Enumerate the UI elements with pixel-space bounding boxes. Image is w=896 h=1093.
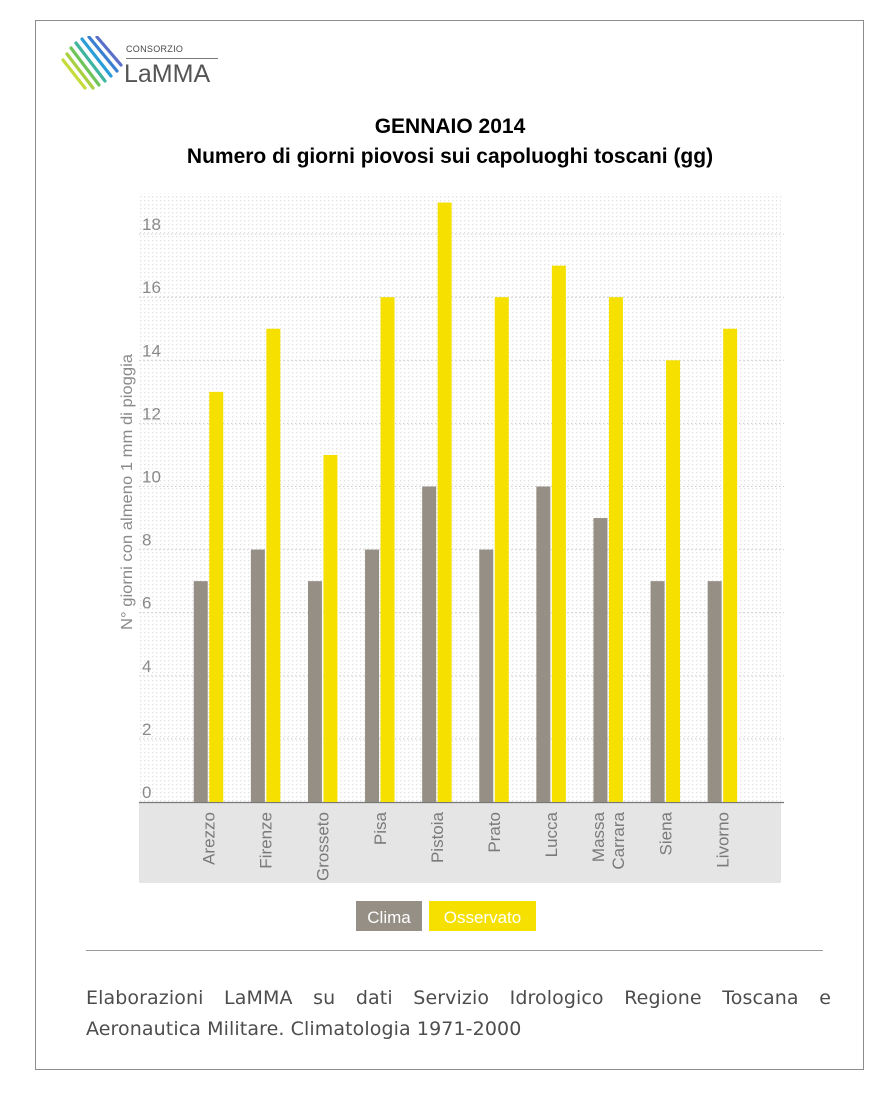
x-tick-label: Arezzo xyxy=(200,812,219,865)
y-tick-label: 8 xyxy=(142,531,151,550)
bar-osservato xyxy=(666,360,681,802)
bar-osservato xyxy=(323,454,338,802)
lamma-logo-icon xyxy=(61,36,123,90)
category-band xyxy=(139,803,781,883)
x-tick-label: Siena xyxy=(656,811,675,855)
bar-clima xyxy=(479,549,494,802)
bar-osservato xyxy=(494,297,509,802)
bar-clima xyxy=(193,581,208,802)
y-axis-label: N° giorni con almeno 1 mm di pioggia xyxy=(119,354,136,630)
bar-clima xyxy=(650,581,665,802)
logo-divider xyxy=(126,58,218,59)
legend-swatch-osservato xyxy=(429,901,536,931)
legend-label-clima: Clima xyxy=(367,908,411,927)
bar-clima xyxy=(365,549,380,802)
bar-clima xyxy=(593,518,608,802)
footer-divider xyxy=(86,950,823,951)
x-tick-label: Lucca xyxy=(542,811,561,857)
legend-label-osservato: Osservato xyxy=(444,908,521,927)
bar-clima xyxy=(250,549,265,802)
y-tick-label: 0 xyxy=(142,783,151,802)
bar-osservato xyxy=(209,391,224,802)
x-tick-label: MassaCarrara xyxy=(589,811,628,869)
bar-osservato xyxy=(437,202,452,803)
x-tick-label: Prato xyxy=(485,812,504,853)
bar-osservato xyxy=(608,297,623,802)
bar-clima xyxy=(307,581,322,802)
y-tick-label: 10 xyxy=(142,468,161,487)
bar-osservato xyxy=(723,328,738,802)
x-tick-label: Firenze xyxy=(257,812,276,869)
chart-title: GENNAIO 2014 xyxy=(374,115,526,138)
logo-consorzio-text: CONSORZIO xyxy=(126,44,184,54)
bar-clima xyxy=(422,486,437,802)
y-tick-label: 4 xyxy=(142,657,151,676)
legend: Clima Osservato xyxy=(356,901,536,931)
y-tick-label: 18 xyxy=(142,215,161,234)
y-tick-label: 14 xyxy=(142,341,161,360)
chart-subtitle: Numero di giorni piovosi sui capoluoghi … xyxy=(186,145,714,168)
bar-osservato xyxy=(266,328,281,802)
y-tick-label: 12 xyxy=(142,404,161,423)
bar-osservato xyxy=(380,297,395,802)
x-tick-label: Pisa xyxy=(371,811,390,845)
y-tick-label: 6 xyxy=(142,594,151,613)
bar-clima xyxy=(536,486,551,802)
x-tick-label: Pistoia xyxy=(428,811,447,863)
bar-clima xyxy=(707,581,722,802)
legend-swatch-clima xyxy=(356,901,422,931)
y-tick-label: 2 xyxy=(142,720,151,739)
source-note: Elaborazioni LaMMA su dati Servizio Idro… xyxy=(86,987,831,1040)
logo-lamma-text: LaMMA xyxy=(124,60,211,88)
x-tick-label: Livorno xyxy=(713,812,732,868)
y-tick-label: 16 xyxy=(142,278,161,297)
bar-osservato xyxy=(551,265,566,802)
x-tick-label: Grosseto xyxy=(314,812,333,881)
plot-area xyxy=(139,193,781,802)
